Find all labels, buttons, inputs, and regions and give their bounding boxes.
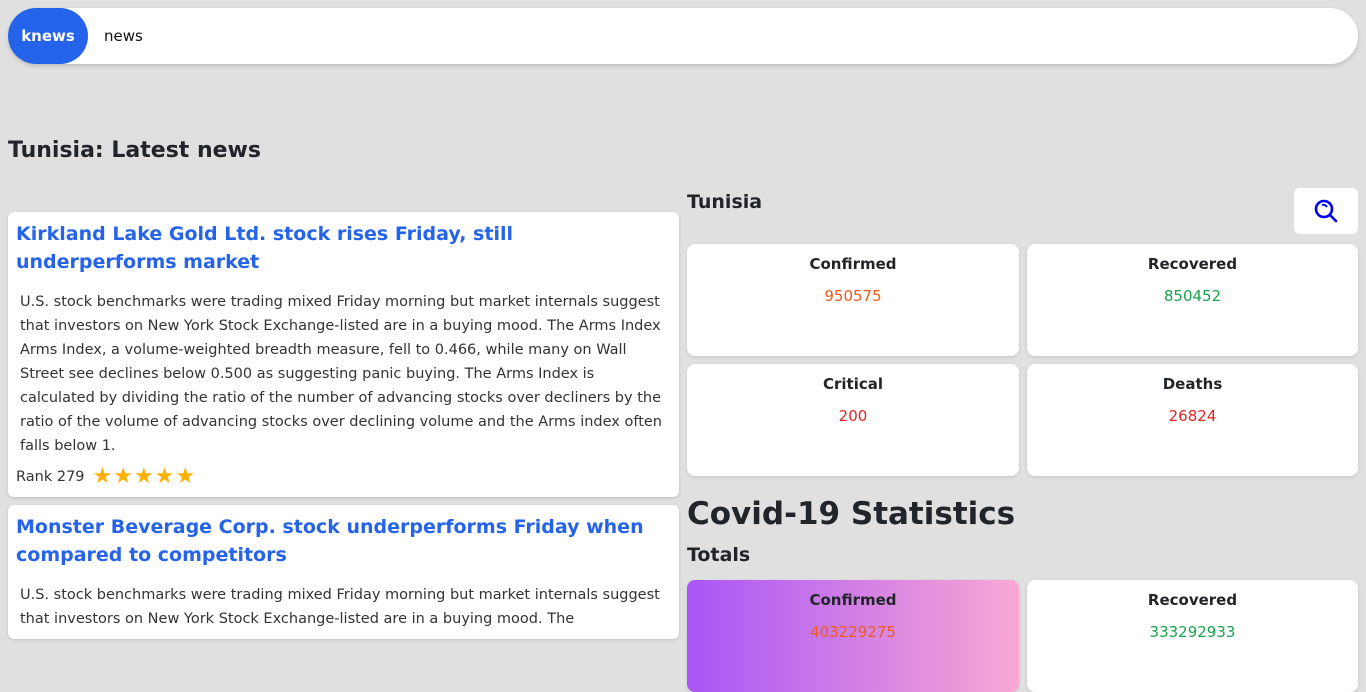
total-card-confirmed: Confirmed 403229275 xyxy=(687,580,1019,692)
article-rank: Rank 279 xyxy=(16,468,85,485)
article-title-link[interactable]: Kirkland Lake Gold Ltd. stock rises Frid… xyxy=(16,223,513,273)
news-list: Kirkland Lake Gold Ltd. stock rises Frid… xyxy=(8,212,679,647)
stat-value: 26824 xyxy=(1168,407,1217,425)
stat-label: Confirmed xyxy=(809,255,897,273)
stat-label: Recovered xyxy=(1147,591,1238,609)
stat-label: Confirmed xyxy=(809,591,897,609)
page-title: Tunisia: Latest news xyxy=(8,138,261,163)
stat-value: 333292933 xyxy=(1149,623,1236,641)
search-bar: knews xyxy=(8,8,1358,64)
news-article: Monster Beverage Corp. stock underperfor… xyxy=(8,505,679,639)
news-article: Kirkland Lake Gold Ltd. stock rises Frid… xyxy=(8,212,679,497)
totals-grid: Confirmed 403229275 Recovered 333292933 xyxy=(687,580,1358,692)
brand-logo-button[interactable]: knews xyxy=(8,8,88,64)
stat-card-critical: Critical 200 xyxy=(687,364,1019,476)
stat-value: 200 xyxy=(838,407,868,425)
covid-heading: Covid-19 Statistics xyxy=(687,496,1016,532)
stat-label: Critical xyxy=(822,375,883,393)
article-title-link[interactable]: Monster Beverage Corp. stock underperfor… xyxy=(16,516,644,566)
totals-heading: Totals xyxy=(687,544,751,566)
stat-card-recovered: Recovered 850452 xyxy=(1027,244,1358,356)
stat-value: 950575 xyxy=(824,287,882,305)
stat-value: 850452 xyxy=(1163,287,1222,305)
stats-panel: Tunisia Confirmed 950575 Recovered 850452 … xyxy=(687,186,1358,692)
search-input[interactable] xyxy=(104,27,1304,45)
search-zoom-button[interactable] xyxy=(1294,188,1358,234)
stat-card-confirmed: Confirmed 950575 xyxy=(687,244,1019,356)
stat-card-deaths: Deaths 26824 xyxy=(1027,364,1358,476)
article-body: U.S. stock benchmarks were trading mixed… xyxy=(20,587,660,627)
article-rank-row: Rank 279 ★★★★★ xyxy=(16,464,671,489)
stat-label: Deaths xyxy=(1162,375,1223,393)
search-zoom-icon xyxy=(1314,199,1338,223)
stat-label: Recovered xyxy=(1147,255,1238,273)
country-heading: Tunisia xyxy=(687,191,763,213)
article-body: U.S. stock benchmarks were trading mixed… xyxy=(20,294,662,454)
star-rating-icon: ★★★★★ xyxy=(92,464,197,489)
stat-value: 403229275 xyxy=(810,623,896,641)
total-card-recovered: Recovered 333292933 xyxy=(1027,580,1358,692)
country-stats-grid: Confirmed 950575 Recovered 850452 Critical… xyxy=(687,244,1358,476)
